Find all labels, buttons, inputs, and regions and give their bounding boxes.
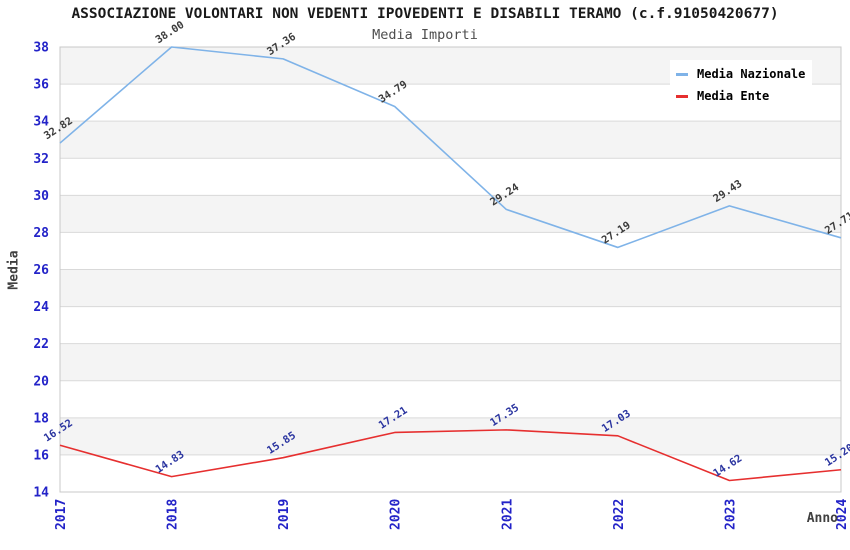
x-tick-label: 2020 [389, 499, 404, 530]
y-tick-label: 14 [33, 486, 49, 501]
x-tick-label: 2019 [277, 499, 292, 530]
legend-dash-icon [676, 94, 688, 98]
data-label: 38.00 [153, 19, 186, 46]
y-tick-label: 34 [33, 115, 49, 130]
y-tick-label: 36 [33, 78, 49, 93]
y-tick-label: 32 [33, 152, 49, 167]
grid-band [60, 417, 841, 455]
x-tick-label: 2024 [835, 499, 850, 530]
x-tick-label: 2017 [54, 499, 69, 530]
legend-item-media-nazionale[interactable]: Media Nazionale [676, 63, 812, 85]
data-label: 14.62 [711, 452, 744, 479]
y-tick-label: 26 [33, 263, 49, 278]
chart-subtitle: Media Importi [372, 27, 478, 43]
legend-dash-icon [676, 72, 688, 76]
grid-band [60, 269, 841, 307]
x-axis-title: Anno [806, 511, 838, 526]
y-tick-label: 16 [33, 448, 49, 463]
series-line-media-nazionale[interactable] [59, 46, 842, 249]
y-tick-label: 38 [33, 41, 49, 56]
grid-band [60, 121, 841, 159]
y-axis-title: Media [6, 250, 22, 290]
y-tick-label: 30 [33, 189, 49, 204]
legend-label: Media Ente [697, 89, 770, 103]
legend-label: Media Nazionale [697, 67, 806, 81]
y-tick-label: 18 [33, 411, 49, 426]
x-tick-label: 2018 [166, 499, 181, 530]
plot-border [59, 46, 842, 493]
y-tick-label: 28 [33, 226, 49, 241]
x-tick-label: 2023 [723, 499, 738, 530]
legend-item-media-ente[interactable]: Media Ente [676, 85, 812, 107]
series-line-media-ente[interactable] [59, 429, 842, 482]
y-tick-label: 20 [33, 374, 49, 389]
x-tick-label: 2022 [612, 499, 627, 530]
legend: Media Nazionale Media Ente [670, 60, 812, 110]
grid-band [60, 343, 841, 381]
y-tick-label: 24 [33, 300, 49, 315]
y-tick-label: 22 [33, 337, 49, 352]
grid-band [60, 195, 841, 233]
chart-title: ASSOCIAZIONE VOLONTARI NON VEDENTI IPOVE… [71, 6, 779, 22]
x-tick-label: 2021 [500, 499, 515, 530]
